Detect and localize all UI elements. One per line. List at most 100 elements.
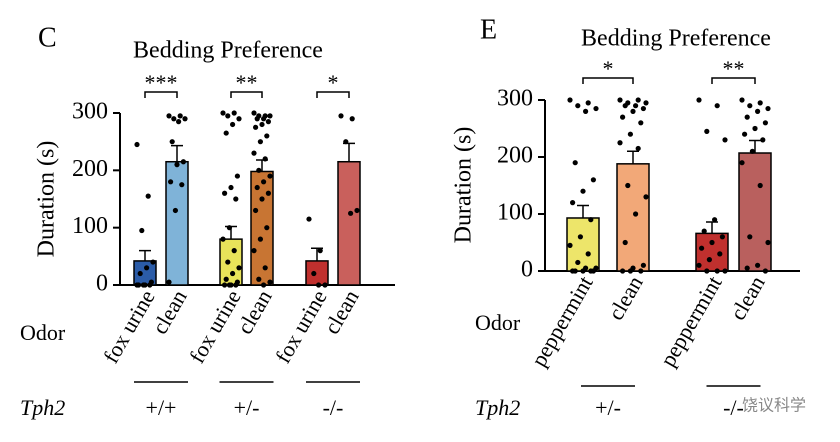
data-point: [220, 110, 226, 116]
data-point: [222, 190, 228, 196]
category-label: clean: [232, 286, 277, 339]
bar: [337, 160, 361, 286]
data-point: [222, 282, 228, 288]
error-bar: [577, 204, 589, 218]
data-point: [176, 119, 182, 125]
data-point: [635, 145, 641, 152]
data-point: [744, 265, 750, 271]
data-point: [267, 113, 273, 119]
data-point: [177, 113, 183, 119]
data-point: [627, 131, 634, 137]
data-point: [169, 139, 175, 145]
y-tick-label: 300: [72, 99, 108, 125]
data-point: [757, 182, 763, 189]
data-point: [704, 268, 710, 274]
chart-title: Bedding Preference: [133, 38, 323, 64]
category-label: clean: [603, 272, 648, 325]
data-point: [699, 245, 705, 251]
data-point: [264, 225, 270, 231]
genotype-label: +/-: [234, 395, 260, 420]
data-point: [622, 239, 628, 246]
data-point: [757, 100, 763, 106]
data-point: [742, 131, 748, 137]
data-point: [251, 248, 257, 254]
significance-label: **: [236, 70, 258, 95]
data-point: [144, 265, 150, 271]
data-point: [567, 242, 573, 248]
data-point: [180, 159, 186, 165]
category-label: clean: [319, 286, 364, 339]
y-tick-label: 300: [497, 86, 533, 112]
data-point: [747, 234, 753, 240]
bar: [250, 170, 274, 286]
data-point: [171, 116, 177, 122]
y-axis-label: Duration (s): [34, 141, 60, 258]
y-tick-label: 0: [521, 257, 533, 283]
significance-label: *: [603, 56, 614, 81]
bar: [219, 238, 243, 286]
data-point: [704, 128, 710, 134]
data-point: [570, 200, 576, 206]
data-point: [261, 282, 267, 288]
data-point: [179, 182, 185, 188]
data-point: [261, 179, 267, 185]
data-point: [137, 270, 143, 277]
data-point: [231, 110, 237, 116]
data-point: [256, 276, 262, 282]
data-point: [174, 162, 180, 168]
panel-letter: C: [38, 22, 57, 53]
data-point: [182, 116, 188, 122]
data-point: [722, 268, 728, 274]
data-point: [234, 173, 240, 179]
data-point: [267, 173, 273, 179]
data-point: [572, 160, 578, 166]
data-point: [580, 188, 586, 194]
data-point: [640, 105, 647, 112]
data-point: [765, 239, 771, 246]
data-point: [643, 100, 649, 106]
data-point: [762, 268, 769, 274]
data-point: [253, 207, 259, 214]
data-point: [701, 228, 707, 234]
data-point: [640, 262, 647, 268]
data-point: [139, 227, 145, 234]
data-point: [638, 268, 644, 274]
data-point: [620, 268, 626, 274]
data-point: [755, 262, 761, 268]
genotype-label: -/-: [723, 395, 744, 420]
bar: [305, 260, 329, 286]
genotype-label: -/-: [323, 395, 344, 420]
significance-bracket: [711, 77, 756, 84]
data-point: [140, 282, 146, 288]
data-point: [265, 119, 271, 125]
data-point: [760, 137, 766, 143]
data-point: [348, 210, 354, 216]
bar: [616, 163, 650, 272]
data-point: [585, 251, 591, 257]
data-point: [617, 97, 623, 103]
data-point: [231, 248, 237, 254]
data-point: [261, 116, 267, 122]
error-bar: [627, 150, 639, 164]
data-point: [583, 108, 589, 114]
data-point: [635, 97, 641, 103]
data-point: [617, 140, 623, 146]
data-point: [233, 282, 239, 288]
category-label: peppermint: [655, 272, 727, 371]
data-point: [567, 97, 573, 103]
data-point: [706, 257, 713, 263]
significance-label: ***: [145, 70, 178, 95]
data-point: [588, 268, 594, 274]
data-point: [259, 121, 265, 128]
data-point: [570, 268, 576, 274]
error-bar: [343, 142, 355, 162]
group-label: Tph2: [475, 395, 520, 420]
y-tick-label: 0: [96, 271, 108, 297]
data-point: [709, 239, 715, 246]
data-point: [225, 113, 231, 119]
category-label: clean: [147, 286, 192, 339]
data-point: [338, 113, 344, 119]
data-point: [354, 207, 360, 214]
data-point: [577, 234, 584, 240]
data-point: [588, 217, 594, 223]
